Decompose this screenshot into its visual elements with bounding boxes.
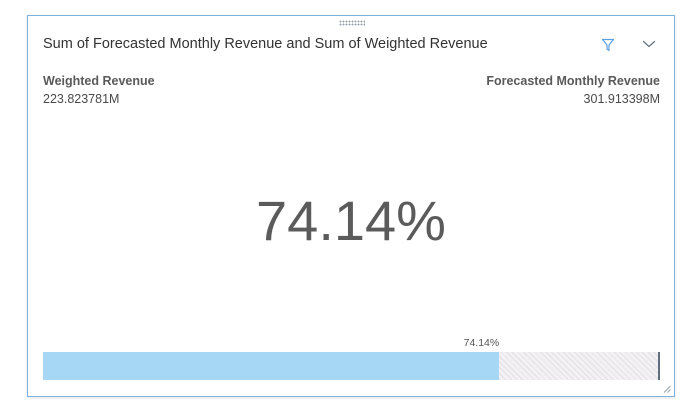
kpi-card: Sum of Forecasted Monthly Revenue and Su… xyxy=(27,15,675,397)
progress-bar-fill xyxy=(43,352,499,380)
forecasted-revenue-value: 301.913398M xyxy=(583,92,660,106)
weighted-revenue-value: 223.823781M xyxy=(43,92,120,106)
filter-icon[interactable] xyxy=(601,38,615,52)
card-title: Sum of Forecasted Monthly Revenue and Su… xyxy=(43,36,488,52)
forecasted-revenue-label: Forecasted Monthly Revenue xyxy=(486,74,660,88)
progress-bar-track xyxy=(43,352,660,380)
drag-handle-icon[interactable] xyxy=(339,20,365,26)
chevron-down-icon[interactable] xyxy=(642,38,656,50)
weighted-revenue-label: Weighted Revenue xyxy=(43,74,155,88)
percent-kpi-value: 74.14% xyxy=(256,189,446,252)
resize-grip-icon[interactable] xyxy=(663,385,671,393)
progress-bar-label: 74.14% xyxy=(463,337,500,349)
